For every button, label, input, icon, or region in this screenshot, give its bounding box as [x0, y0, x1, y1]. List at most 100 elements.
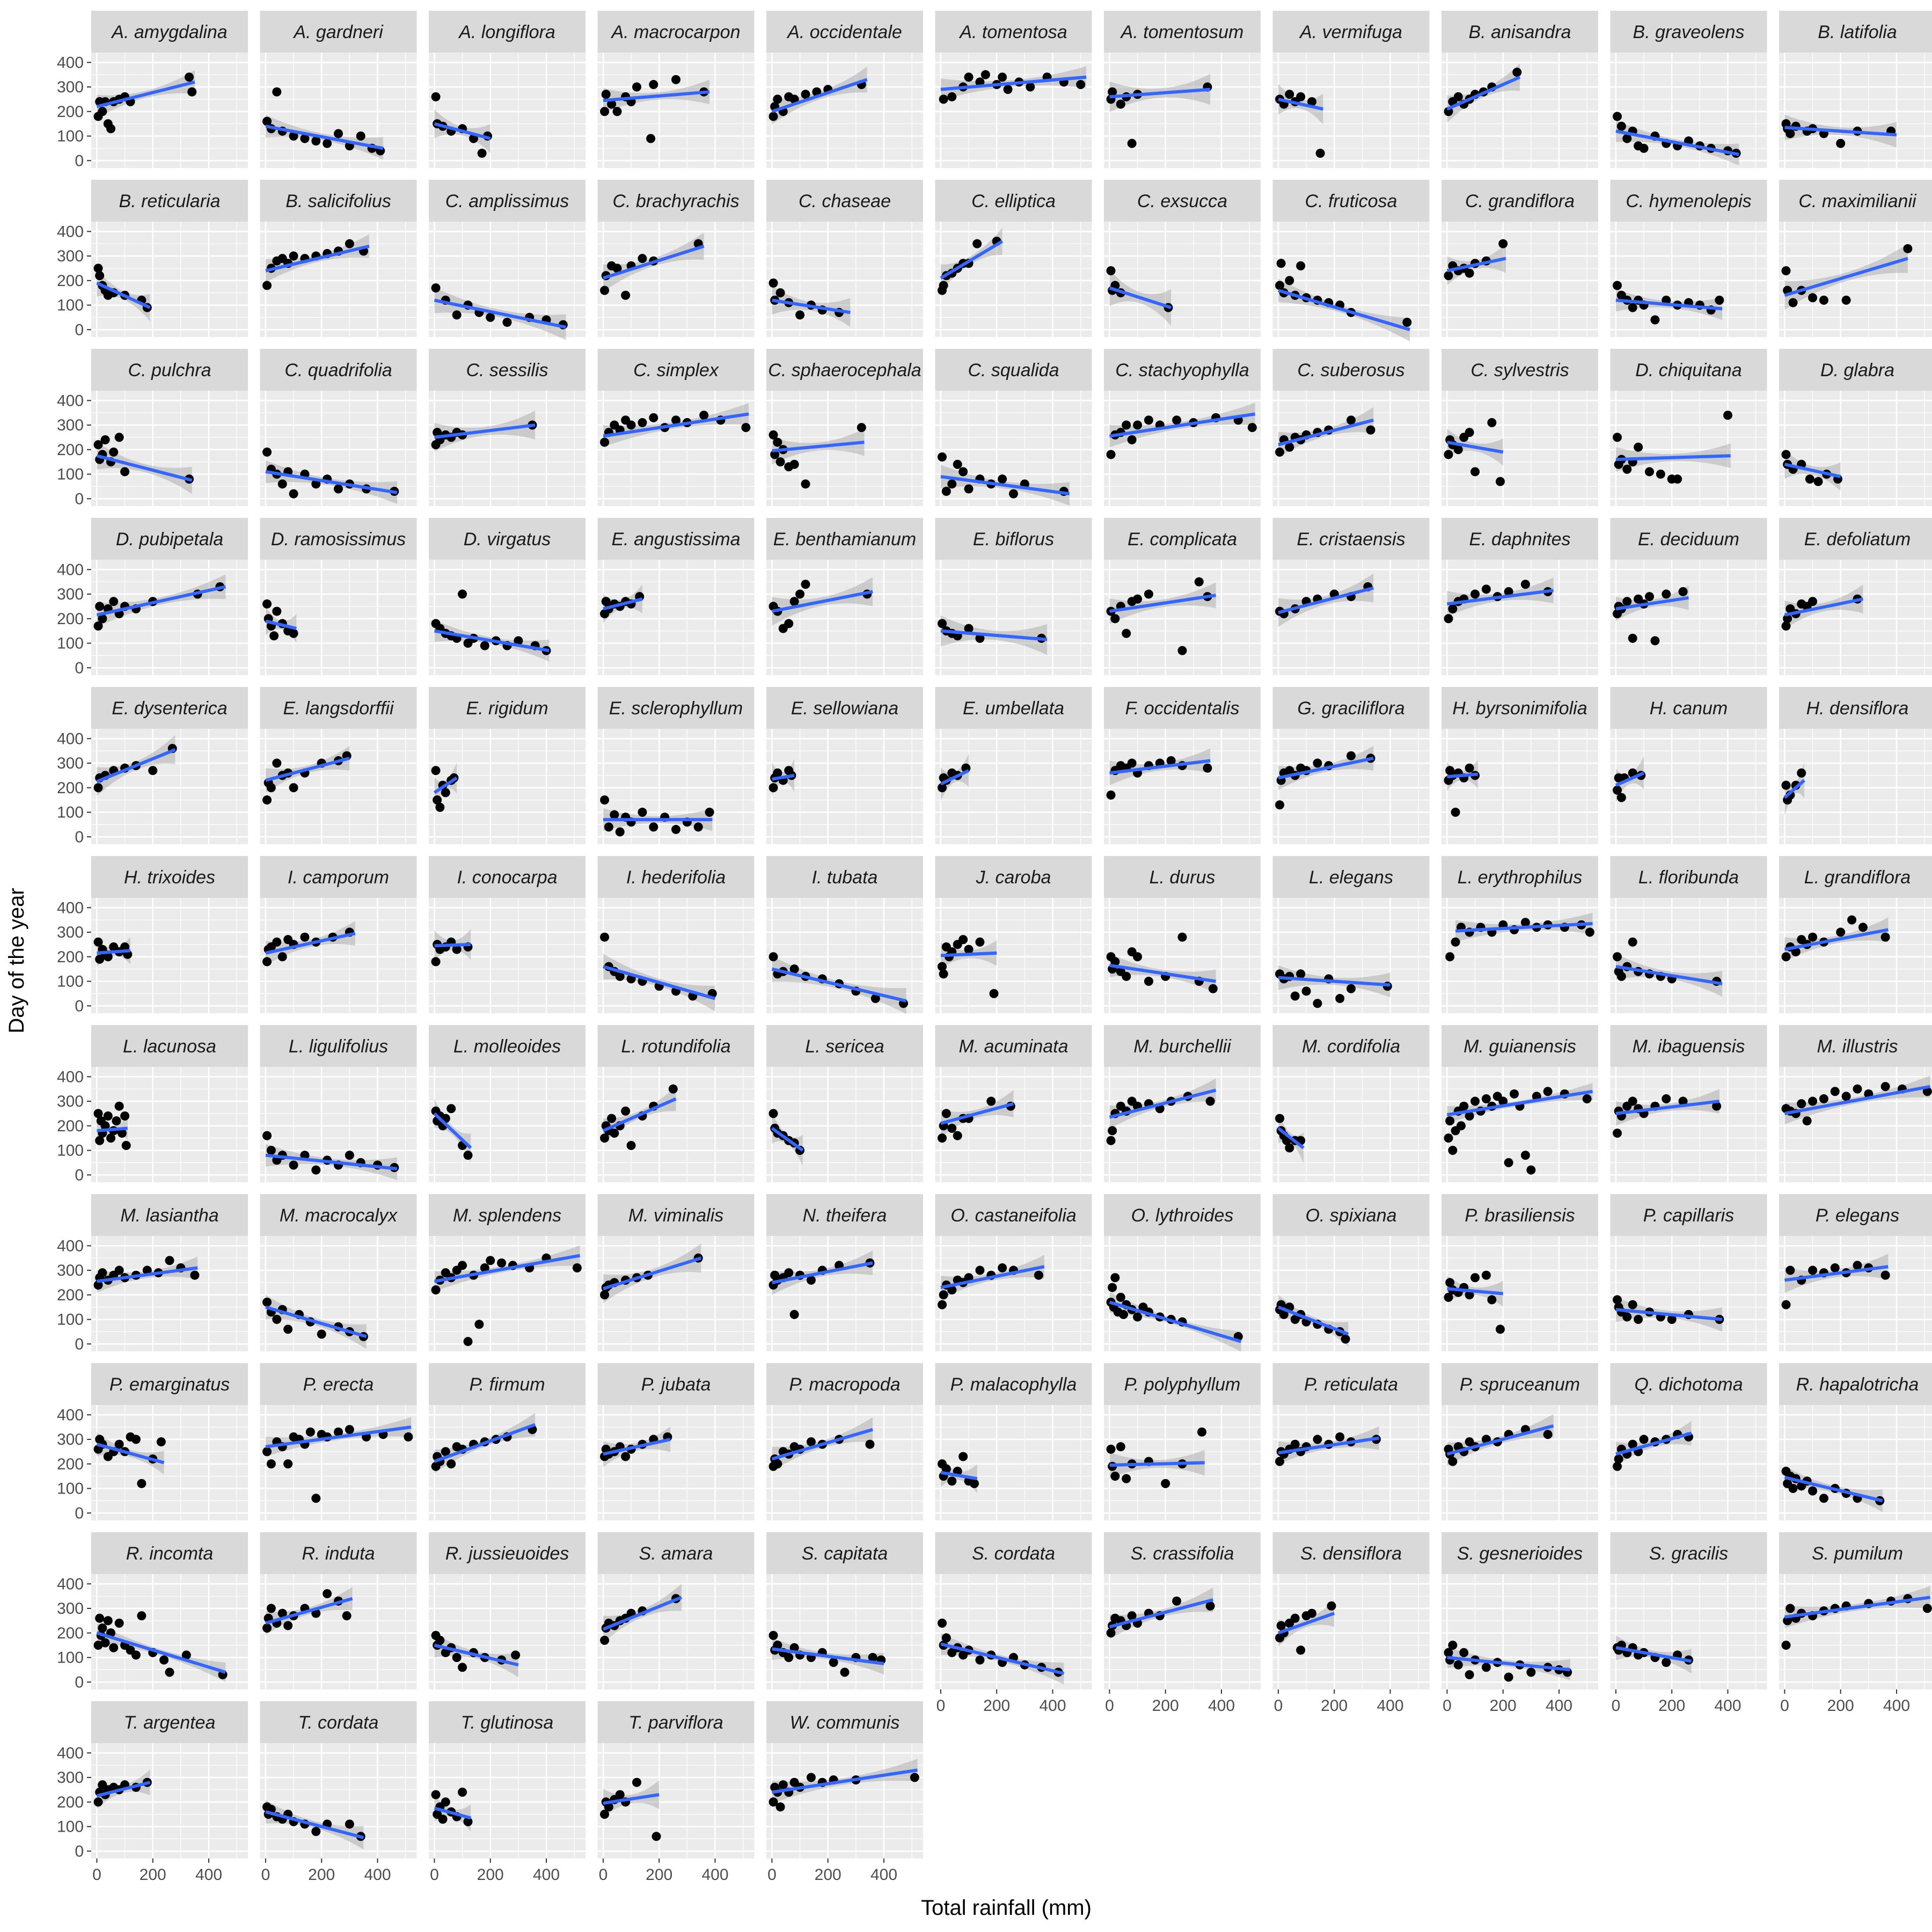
facet-strip: [935, 856, 1092, 898]
data-point: [600, 1810, 610, 1819]
panel-background: [935, 1236, 1092, 1351]
regression-line: [1109, 286, 1172, 309]
facet-strip: [1104, 856, 1261, 898]
data-point: [1296, 261, 1306, 270]
facet-strip: [1272, 1532, 1430, 1574]
regression-line: [265, 1810, 364, 1840]
facet-panel: E. rigidum: [429, 687, 586, 844]
facet-panel: E. sellowiana: [766, 687, 923, 844]
x-tick-label: 200: [646, 1866, 672, 1884]
data-point: [958, 467, 968, 477]
panel-background: [1610, 1574, 1767, 1689]
data-point: [773, 94, 782, 104]
facet-strip: [1441, 1194, 1598, 1236]
facet-strip-label: T. parviflora: [628, 1713, 723, 1733]
data-point: [1127, 138, 1137, 148]
facet-panel: P. polyphyllum: [1104, 1363, 1261, 1520]
x-tick-label: 0: [599, 1866, 608, 1884]
regression-line: [771, 1126, 804, 1152]
data-point: [131, 1650, 141, 1660]
data-point: [156, 1437, 166, 1447]
panel-background: [1610, 1067, 1767, 1182]
data-point: [1613, 281, 1622, 290]
facet-strip-label: S. amara: [639, 1543, 713, 1564]
x-tick-label: 400: [701, 1866, 728, 1884]
facet-strip-label: S. cordata: [972, 1543, 1055, 1564]
data-point: [1279, 1309, 1289, 1319]
facet-strip: [1104, 11, 1261, 53]
regression-line: [1109, 1598, 1214, 1629]
data-point: [1785, 1265, 1795, 1275]
data-point: [1781, 1300, 1791, 1309]
facet-panel: T. cordata 0 200 400: [260, 1701, 417, 1884]
data-point: [262, 281, 272, 290]
facet-panel: S. cordata 0 200 400: [935, 1532, 1092, 1715]
facet-panel: E. langsdorffii: [260, 687, 417, 844]
panel-background: [766, 1236, 923, 1351]
panel-background: [1272, 1067, 1430, 1182]
data-point: [600, 107, 610, 116]
facet-strip-label: P. jubata: [641, 1374, 711, 1395]
data-point: [741, 423, 751, 433]
panel-background: [1779, 1405, 1932, 1520]
data-point: [334, 484, 343, 494]
regression-line: [1447, 1287, 1503, 1296]
data-point: [1444, 271, 1453, 281]
data-point: [117, 1129, 127, 1138]
data-point: [939, 1290, 948, 1300]
data-point: [1481, 1094, 1491, 1103]
data-point: [165, 1256, 174, 1265]
facet-strip: [91, 687, 248, 729]
data-point: [1459, 1648, 1469, 1657]
regression-line: [603, 1438, 671, 1456]
panel-background: [766, 1405, 923, 1520]
facet-strip-label: L. lacunosa: [123, 1036, 216, 1057]
facet-panel: A. gardneri: [260, 11, 417, 168]
data-point: [1487, 418, 1497, 427]
data-point: [1172, 1596, 1182, 1606]
data-point: [600, 437, 610, 447]
data-point: [632, 1777, 641, 1787]
x-tick-label: 400: [533, 1866, 560, 1884]
facet-strip-label: L. ligulifolius: [289, 1036, 388, 1057]
facet-panel: P. emarginatus 0 100 200 300 400: [57, 1363, 248, 1522]
facet-strip-label: A. longiflora: [458, 22, 555, 42]
facet-strip-label: H. densiflora: [1806, 698, 1909, 719]
facet-panel: S. crassifolia 0 200 400: [1104, 1532, 1261, 1715]
data-point: [185, 72, 194, 82]
data-point: [1144, 415, 1153, 425]
facet-panel: E. biflorus: [935, 518, 1092, 675]
data-point: [615, 971, 625, 981]
facet-panel: H. densiflora: [1779, 687, 1932, 844]
data-point: [131, 1435, 141, 1444]
data-point: [600, 795, 610, 805]
data-point: [300, 932, 310, 942]
regression-line: [1783, 779, 1805, 799]
data-point: [1313, 758, 1322, 768]
data-point: [1819, 1094, 1828, 1103]
facet-panel: A. vermifuga: [1272, 11, 1430, 168]
facet-strip-label: S. densiflora: [1300, 1543, 1402, 1564]
facet-panel: C. elliptica: [935, 180, 1092, 337]
data-point: [638, 254, 647, 264]
x-tick-label: 200: [1152, 1697, 1179, 1715]
facet-panel: E. benthamianum: [766, 518, 923, 675]
data-point: [1628, 1439, 1637, 1449]
panel-background: [1610, 1405, 1767, 1520]
data-point: [769, 1109, 778, 1118]
data-point: [989, 989, 999, 998]
regression-line: [1615, 298, 1723, 311]
panel-background: [429, 1067, 586, 1182]
y-tick-label: 100: [57, 635, 84, 653]
facet-strip: [597, 518, 755, 560]
data-point: [1465, 1290, 1474, 1300]
data-point: [1445, 952, 1455, 962]
facet-strip-label: E. daphnites: [1469, 529, 1570, 550]
facet-panel: L. rotundifolia: [597, 1025, 755, 1182]
data-point: [262, 116, 272, 126]
data-point: [1444, 107, 1453, 116]
facet-strip-label: C. quadrifolia: [284, 360, 392, 380]
facet-panel: A. occidentale: [766, 11, 923, 168]
x-tick-label: 400: [195, 1866, 222, 1884]
data-point: [300, 134, 310, 143]
